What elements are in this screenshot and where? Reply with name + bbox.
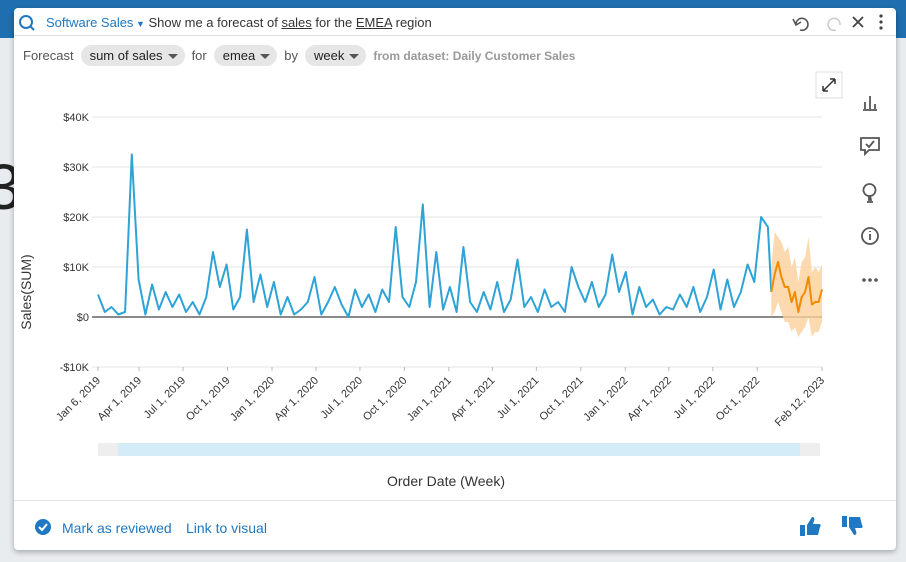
filter-bar: Forecast sum of sales for emea by week f…	[23, 45, 575, 66]
dataset-label: from dataset: Daily Customer Sales	[373, 48, 576, 63]
query-text: region	[392, 15, 432, 30]
search-icon	[19, 15, 35, 31]
check-icon	[35, 519, 51, 535]
forecast-band	[771, 232, 822, 337]
measure-pill[interactable]: sum of sales	[80, 45, 185, 66]
x-tick-label: Jul 1, 2020	[319, 375, 366, 422]
x-tick-label: Apr 1, 2020	[272, 375, 321, 424]
x-tick-label: Jul 1, 2022	[671, 375, 718, 422]
query-term[interactable]: EMEA	[355, 15, 392, 30]
query-text: for the	[311, 15, 356, 30]
x-tick-label: Jan 1, 2021	[405, 375, 454, 424]
side-icons[interactable]	[860, 96, 880, 245]
panel: Software Sales ▼ Show me a forecast of s…	[14, 8, 896, 550]
series-line	[97, 153, 773, 318]
x-tick-label: Jan 1, 2022	[581, 375, 630, 424]
filter-label: by	[284, 48, 298, 63]
x-tick-label: Apr 1, 2019	[96, 375, 145, 424]
scrollbar-thumb[interactable]	[118, 443, 800, 456]
link-button[interactable]: Link to visual	[186, 520, 267, 536]
y-tick-label: $20K	[63, 212, 89, 224]
filter-label: for	[191, 48, 207, 63]
y-tick-label: $30K	[63, 162, 89, 174]
header-actions[interactable]	[790, 13, 892, 33]
y-axis-title: Sales(SUM)	[18, 254, 34, 329]
x-tick-label: Jul 1, 2019	[142, 375, 189, 422]
y-tick-label: -$10K	[60, 362, 90, 374]
x-tick-label: Apr 1, 2022	[625, 375, 674, 424]
region-pill[interactable]: emea	[213, 45, 278, 66]
filter-label: Forecast	[23, 48, 74, 63]
footer: Mark as reviewed Link to visual	[14, 500, 896, 550]
y-tick-label: $0	[77, 312, 89, 324]
query-bar: Software Sales ▼ Show me a forecast of s…	[14, 8, 896, 36]
x-tick-label: Feb 12, 2023	[773, 375, 827, 429]
feedback-icons[interactable]	[798, 515, 868, 539]
x-axis-title: Order Date (Week)	[387, 473, 505, 489]
x-tick-label: Jan 1, 2020	[228, 375, 277, 424]
x-tick-label: Apr 1, 2021	[449, 375, 498, 424]
series-line	[770, 261, 823, 313]
period-pill[interactable]: week	[305, 45, 367, 66]
x-tick-label: Oct 1, 2019	[184, 375, 233, 424]
y-tick-label: $40K	[63, 112, 89, 124]
topic-selector[interactable]: Software Sales	[46, 15, 134, 30]
x-tick-label: Jul 1, 2021	[495, 375, 542, 422]
x-tick-label: Oct 1, 2021	[537, 375, 586, 424]
x-tick-label: Oct 1, 2022	[714, 375, 763, 424]
query-text: Show me a forecast of	[148, 15, 282, 30]
more-icon[interactable]	[862, 278, 878, 282]
y-tick-label: $10K	[63, 262, 89, 274]
query-term[interactable]: sales	[281, 15, 312, 30]
review-button[interactable]: Mark as reviewed	[62, 520, 172, 536]
expand-icon	[822, 78, 836, 92]
x-tick-label: Oct 1, 2020	[361, 375, 410, 424]
